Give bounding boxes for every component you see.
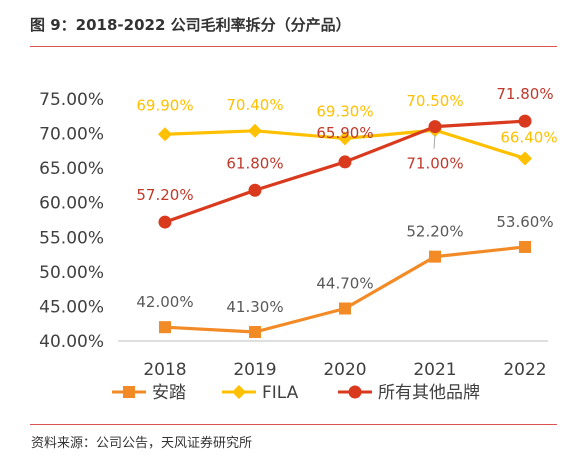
source-divider xyxy=(30,424,557,425)
data-point xyxy=(338,131,352,146)
data-point xyxy=(338,155,352,169)
data-label: 41.30% xyxy=(226,298,283,316)
y-tick-label: 60.00% xyxy=(39,194,104,214)
data-label: 70.40% xyxy=(226,96,283,114)
data-point xyxy=(518,114,532,128)
data-point xyxy=(158,215,172,229)
y-tick-label: 45.00% xyxy=(39,297,104,317)
data-label: 53.60% xyxy=(496,213,553,231)
data-point xyxy=(159,321,171,334)
legend-label: 所有其他品牌 xyxy=(378,383,480,403)
y-tick-label: 70.00% xyxy=(39,125,104,145)
data-label: 69.90% xyxy=(136,96,193,114)
title-divider xyxy=(30,46,557,47)
source-note: 资料来源：公司公告，天风证券研究所 xyxy=(31,436,253,451)
legend-swatch-marker xyxy=(348,385,362,399)
figure-title: 图 9：2018-2022 公司毛利率拆分（分产品） xyxy=(30,16,351,34)
data-label: 69.30% xyxy=(316,102,373,120)
x-tick-label: 2021 xyxy=(413,360,456,380)
data-label: 70.50% xyxy=(406,92,463,110)
data-label: 44.70% xyxy=(316,275,373,293)
data-label: 66.40% xyxy=(500,128,557,146)
x-tick-label: 2022 xyxy=(503,360,546,380)
x-tick-label: 2020 xyxy=(323,360,366,380)
data-label: 42.00% xyxy=(136,293,193,311)
y-tick-label: 75.00% xyxy=(39,90,104,110)
series-layer xyxy=(158,114,532,339)
legend-label: 安踏 xyxy=(152,383,186,403)
x-tick-label: 2019 xyxy=(233,360,276,380)
data-label: 52.20% xyxy=(406,223,463,241)
data-point xyxy=(518,151,532,166)
legend-swatch-marker xyxy=(123,386,135,398)
data-point xyxy=(429,250,441,263)
legend: 安踏 FILA 所有其他品牌 xyxy=(112,383,480,403)
data-label: 65.90% xyxy=(316,124,373,142)
data-point xyxy=(248,123,262,138)
data-label: 61.80% xyxy=(226,154,283,172)
data-label-layer: 42.00% 41.30% 44.70% 52.20% 53.60% 69.90% 70.4… xyxy=(136,85,557,316)
legend-swatch-marker xyxy=(232,385,246,399)
y-axis: 40.00% 45.00% 50.00% 55.00% 60.00% 65.00% 70.0… xyxy=(39,90,104,352)
data-point xyxy=(248,183,262,197)
x-tick-label: 2018 xyxy=(143,360,186,380)
data-point xyxy=(158,127,172,142)
data-point xyxy=(339,302,351,315)
data-point xyxy=(249,326,261,339)
y-tick-label: 55.00% xyxy=(39,228,104,248)
y-tick-label: 40.00% xyxy=(39,332,104,352)
legend-label: FILA xyxy=(262,383,299,403)
label-leader-line xyxy=(433,134,436,149)
data-point xyxy=(428,120,442,134)
data-label: 71.80% xyxy=(496,85,553,103)
x-axis: 2018 2019 2020 2021 2022 xyxy=(118,340,548,380)
y-tick-label: 50.00% xyxy=(39,263,104,283)
data-label: 57.20% xyxy=(136,186,193,204)
data-label: 71.00% xyxy=(406,155,463,173)
data-point xyxy=(519,240,531,253)
leader-layer xyxy=(433,134,436,149)
y-tick-label: 65.00% xyxy=(39,159,104,179)
